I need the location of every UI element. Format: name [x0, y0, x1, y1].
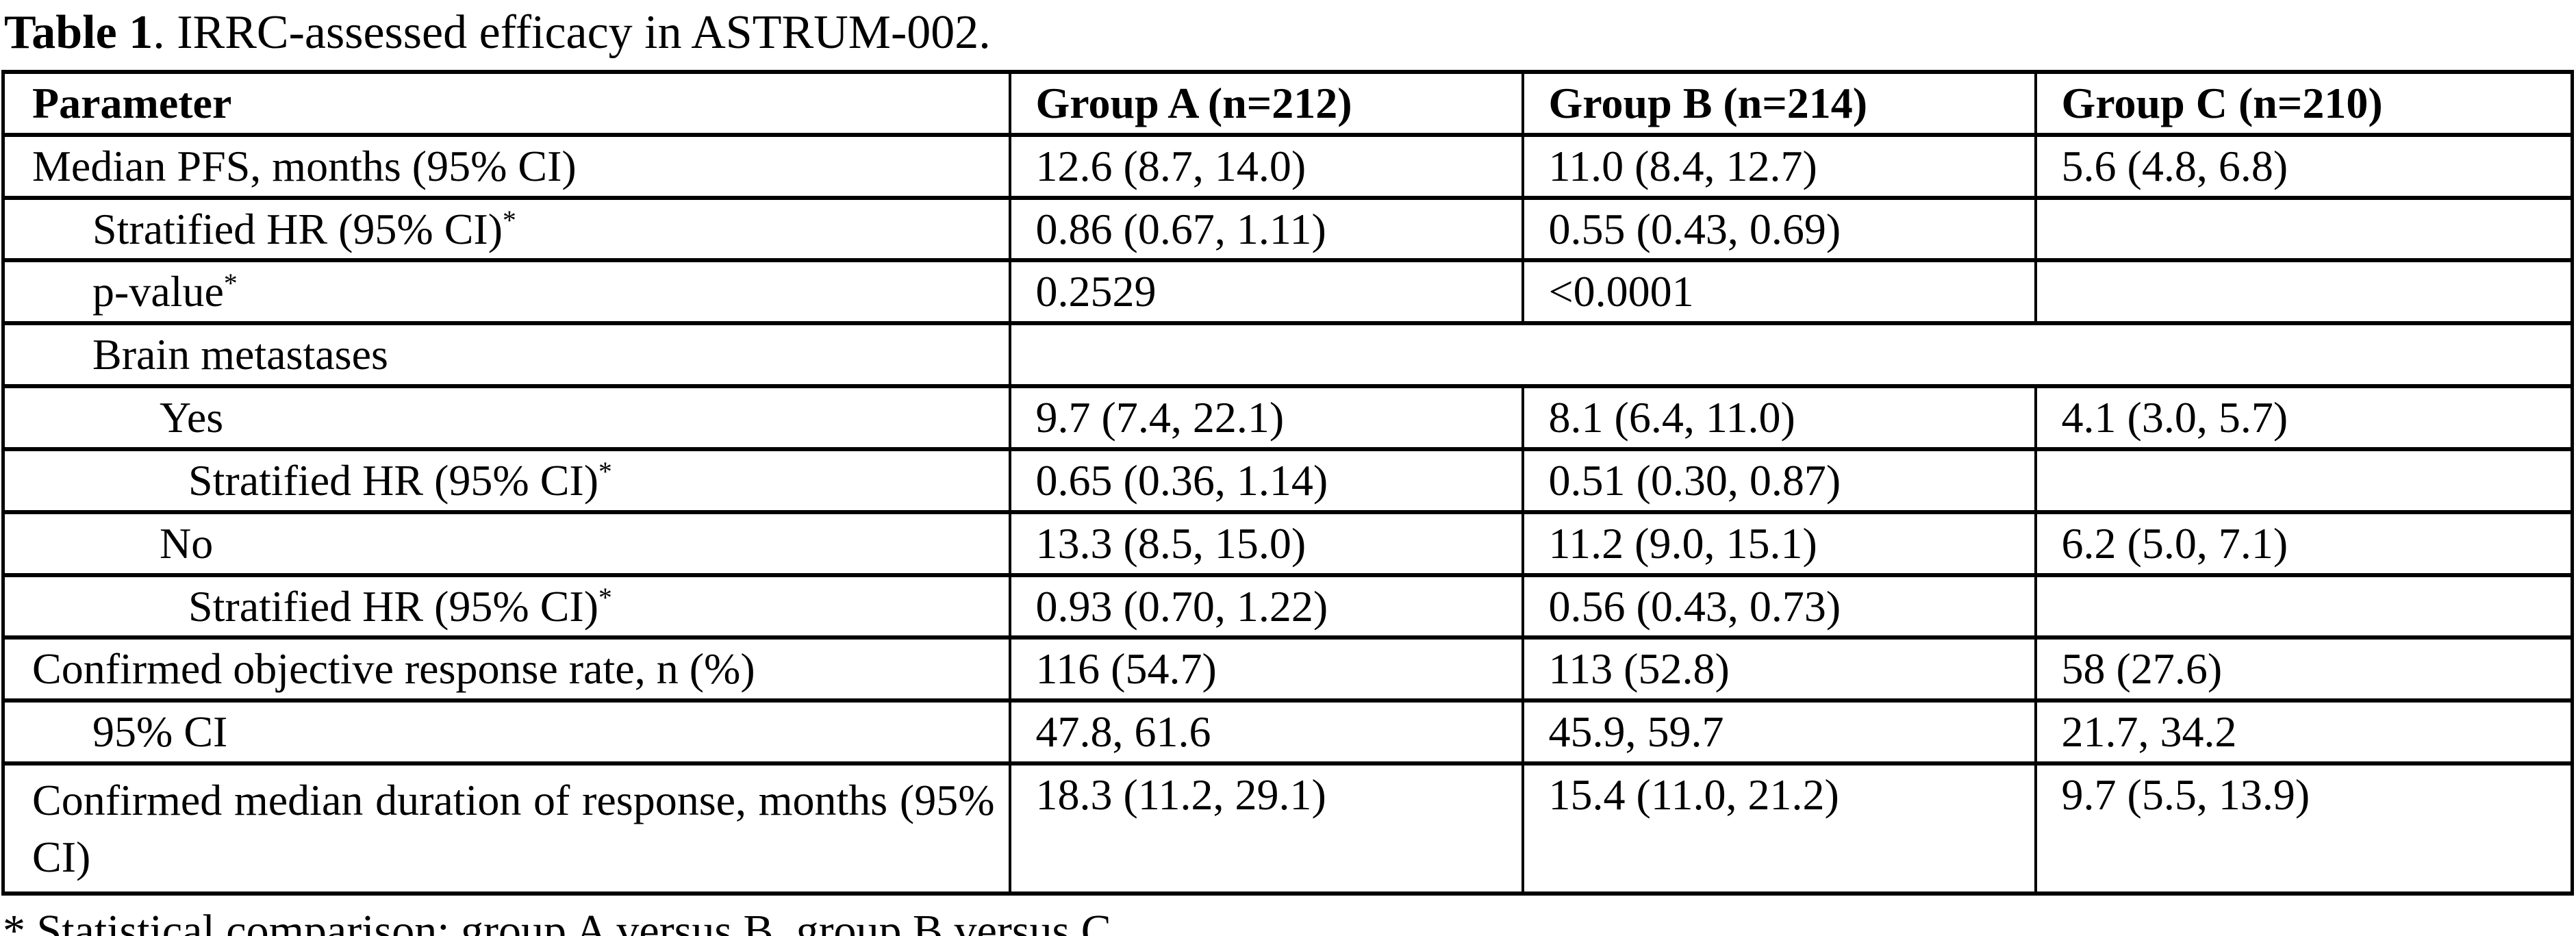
cell-group-a: 0.65 (0.36, 1.14): [1008, 446, 1524, 514]
footnote-marker: *: [503, 205, 516, 236]
cell-group-c: 58 (27.6): [2034, 635, 2574, 703]
cell-group-a: 18.3 (11.2, 29.1): [1008, 761, 1524, 896]
table-row: Stratified HR (95% CI)* 0.86 (0.67, 1.11…: [1, 195, 2574, 263]
cell-group-a: 0.86 (0.67, 1.11): [1008, 195, 1524, 263]
cell-group-c: [2034, 572, 2574, 640]
header-row: Parameter Group A (n=212) Group B (n=214…: [1, 70, 2574, 137]
efficacy-table: Parameter Group A (n=212) Group B (n=214…: [1, 70, 2574, 896]
merged-empty-cell: [1008, 321, 2574, 389]
cell-group-b: 11.0 (8.4, 12.7): [1521, 132, 2037, 200]
row-label: Stratified HR (95% CI)*: [1, 195, 1011, 263]
row-label: Stratified HR (95% CI)*: [1, 446, 1011, 514]
table-caption-text: . IRRC-assessed efficacy in ASTRUM-002.: [153, 6, 991, 59]
cell-group-a: 13.3 (8.5, 15.0): [1008, 509, 1524, 577]
cell-group-b: 0.55 (0.43, 0.69): [1521, 195, 2037, 263]
cell-group-c: 21.7, 34.2: [2034, 698, 2574, 766]
cell-group-a: 47.8, 61.6: [1008, 698, 1524, 766]
cell-group-c: 5.6 (4.8, 6.8): [2034, 132, 2574, 200]
cell-group-b: 15.4 (11.0, 21.2): [1521, 761, 2037, 896]
table-row: Stratified HR (95% CI)* 0.93 (0.70, 1.22…: [1, 572, 2574, 640]
header-parameter: Parameter: [1, 70, 1011, 137]
table-row: 95% CI 47.8, 61.6 45.9, 59.7 21.7, 34.2: [1, 698, 2574, 766]
cell-group-b: 11.2 (9.0, 15.1): [1521, 509, 2037, 577]
header-group-a: Group A (n=212): [1008, 70, 1524, 137]
row-label: No: [1, 509, 1011, 577]
row-label: Yes: [1, 384, 1011, 451]
cell-group-b: 0.56 (0.43, 0.73): [1521, 572, 2037, 640]
cell-group-b: 8.1 (6.4, 11.0): [1521, 384, 2037, 451]
row-label: p-value*: [1, 258, 1011, 326]
row-label: Confirmed objective response rate, n (%): [1, 635, 1011, 703]
cell-group-c: 4.1 (3.0, 5.7): [2034, 384, 2574, 451]
cell-group-a: 9.7 (7.4, 22.1): [1008, 384, 1524, 451]
table-row: Confirmed objective response rate, n (%)…: [1, 635, 2574, 703]
row-label: 95% CI: [1, 698, 1011, 766]
footnote-marker: *: [223, 268, 238, 299]
table-row: Brain metastases: [1, 321, 2574, 389]
cell-group-a: 0.2529: [1008, 258, 1524, 326]
row-label: Brain metastases: [1, 321, 1011, 389]
cell-group-a: 12.6 (8.7, 14.0): [1008, 132, 1524, 200]
cell-group-b: 113 (52.8): [1521, 635, 2037, 703]
cell-group-c: 9.7 (5.5, 13.9): [2034, 761, 2574, 896]
footnote-marker: *: [598, 583, 612, 613]
cell-group-c: [2034, 258, 2574, 326]
table-row: No 13.3 (8.5, 15.0) 11.2 (9.0, 15.1) 6.2…: [1, 509, 2574, 577]
footnote-marker: *: [598, 457, 612, 488]
table-row: Median PFS, months (95% CI) 12.6 (8.7, 1…: [1, 132, 2574, 200]
table-row: Yes 9.7 (7.4, 22.1) 8.1 (6.4, 11.0) 4.1 …: [1, 384, 2574, 451]
table-row: Confirmed median duration of response, m…: [1, 761, 2574, 896]
cell-group-c: [2034, 195, 2574, 263]
row-label: Stratified HR (95% CI)*: [1, 572, 1011, 640]
row-label: Median PFS, months (95% CI): [1, 132, 1011, 200]
table-caption: Table 1. IRRC-assessed efficacy in ASTRU…: [4, 5, 2576, 60]
table-footnote: * Statistical comparison: group A versus…: [3, 906, 1123, 936]
cell-group-b: <0.0001: [1521, 258, 2037, 326]
header-group-c: Group C (n=210): [2034, 70, 2574, 137]
header-group-b: Group B (n=214): [1521, 70, 2037, 137]
cell-group-b: 45.9, 59.7: [1521, 698, 2037, 766]
cell-group-b: 0.51 (0.30, 0.87): [1521, 446, 2037, 514]
cell-group-c: 6.2 (5.0, 7.1): [2034, 509, 2574, 577]
cell-group-a: 0.93 (0.70, 1.22): [1008, 572, 1524, 640]
table-row: p-value* 0.2529 <0.0001: [1, 258, 2574, 326]
cell-group-a: 116 (54.7): [1008, 635, 1524, 703]
table-row: Stratified HR (95% CI)* 0.65 (0.36, 1.14…: [1, 446, 2574, 514]
table-caption-number: Table 1: [4, 6, 153, 59]
row-label: Confirmed median duration of response, m…: [1, 761, 1011, 896]
cell-group-c: [2034, 446, 2574, 514]
